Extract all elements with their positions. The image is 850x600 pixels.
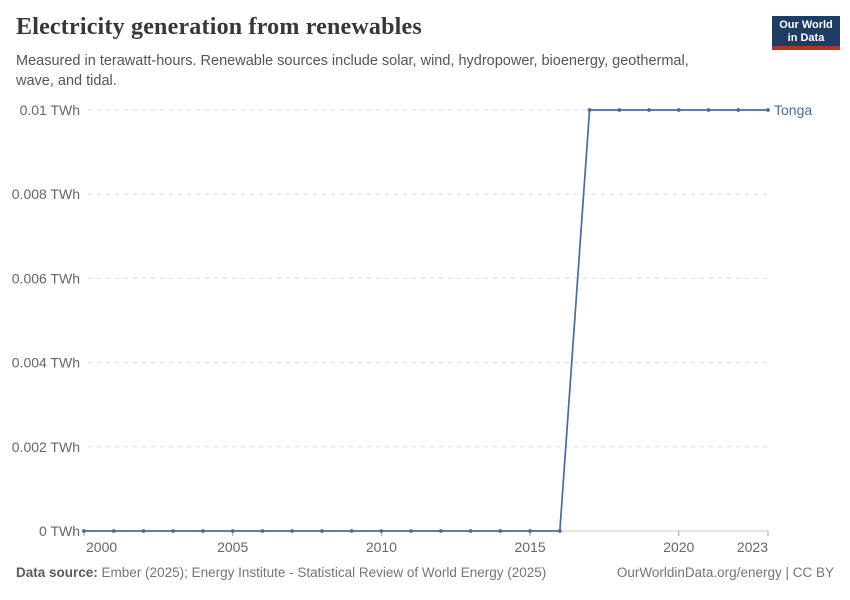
data-point bbox=[468, 529, 473, 533]
data-point bbox=[82, 529, 86, 533]
owid-logo-box: Our World in Data bbox=[772, 16, 840, 46]
data-point bbox=[557, 529, 562, 533]
y-tick-label: 0.01 TWh bbox=[20, 102, 80, 118]
data-point bbox=[171, 529, 176, 533]
data-point bbox=[111, 529, 116, 533]
entity-label: Tonga bbox=[774, 102, 812, 118]
x-tick-label: 2005 bbox=[217, 539, 248, 555]
chart-subtitle: Measured in terawatt-hours. Renewable so… bbox=[16, 53, 689, 89]
data-point bbox=[349, 529, 354, 533]
y-tick-label: 0.008 TWh bbox=[12, 186, 80, 202]
y-tick-label: 0 TWh bbox=[39, 523, 80, 539]
data-source-text: Ember (2025); Energy Institute - Statist… bbox=[101, 565, 547, 580]
data-point bbox=[498, 529, 503, 533]
data-point bbox=[290, 529, 295, 533]
data-point bbox=[617, 108, 622, 112]
data-point bbox=[201, 529, 205, 533]
chart-canvas: 0 TWh 0.002 TWh 0.004 TWh 0.006 TWh 0.008 TW… bbox=[12, 102, 813, 555]
data-point bbox=[320, 529, 324, 533]
data-point bbox=[766, 108, 770, 112]
logo-line2: in Data bbox=[787, 31, 825, 44]
footer-credit: OurWorldinData.org/energy | CC BY bbox=[616, 565, 834, 580]
data-point bbox=[736, 108, 741, 112]
owid-logo: Our World in Data bbox=[772, 16, 840, 50]
data-point bbox=[230, 529, 235, 533]
x-tick-label: 2020 bbox=[663, 539, 694, 555]
data-source: Data source: Ember (2025); Energy Instit… bbox=[16, 565, 546, 580]
data-point bbox=[379, 529, 384, 533]
x-tick-label: 2015 bbox=[515, 539, 546, 555]
logo-stripe bbox=[772, 46, 840, 50]
data-point bbox=[676, 108, 681, 112]
x-tick-label: 2000 bbox=[86, 539, 117, 555]
data-source-label: Data source: bbox=[16, 565, 98, 580]
series-line bbox=[84, 109, 768, 532]
x-tick-label: 2023 bbox=[737, 539, 768, 555]
data-point bbox=[260, 529, 265, 533]
data-point bbox=[587, 108, 592, 112]
data-point bbox=[647, 108, 651, 112]
data-point bbox=[409, 529, 414, 533]
logo-line1: Our World bbox=[779, 19, 833, 31]
data-point bbox=[706, 108, 711, 112]
data-point bbox=[528, 529, 532, 533]
x-tick-label: 2010 bbox=[366, 539, 397, 555]
line-chart: 0 TWh 0.002 TWh 0.004 TWh 0.006 TWh 0.008 TW… bbox=[0, 95, 850, 555]
y-tick-label: 0.002 TWh bbox=[12, 439, 80, 455]
data-point bbox=[141, 529, 146, 533]
y-tick-label: 0.004 TWh bbox=[12, 355, 80, 371]
data-point bbox=[438, 529, 443, 533]
page-title: Electricity generation from renewables bbox=[16, 14, 422, 40]
y-tick-label: 0.006 TWh bbox=[12, 270, 80, 286]
